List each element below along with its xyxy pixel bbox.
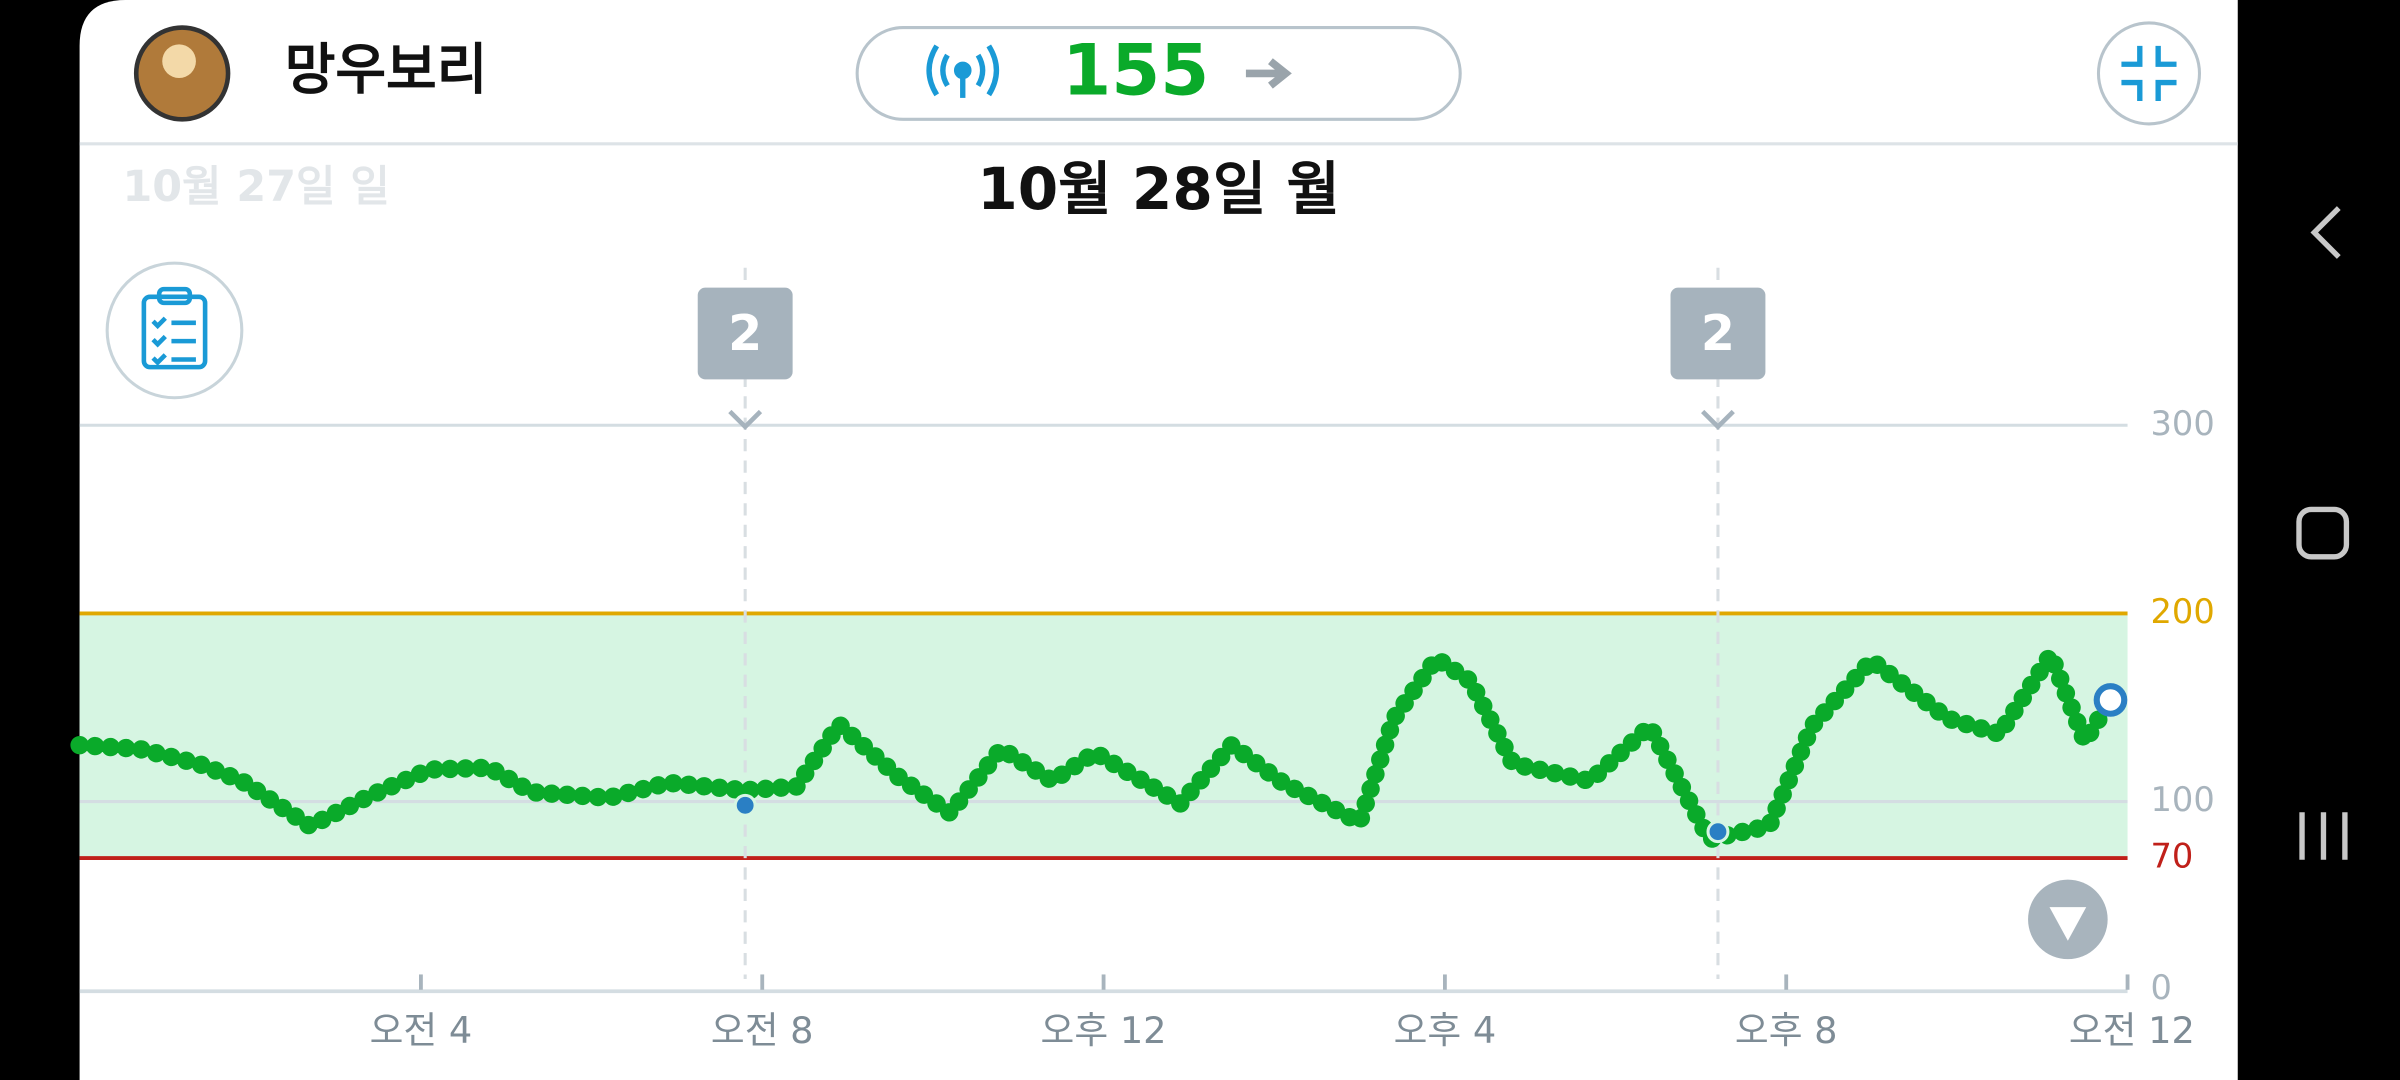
status-pill[interactable] — [855, 26, 1462, 121]
x-tick-label: 오전 4 — [370, 1009, 473, 1052]
nav-recent[interactable] — [2299, 812, 2348, 860]
x-tick-label: 오후 4 — [1394, 1009, 1497, 1052]
x-tick-label: 오전 8 — [711, 1009, 814, 1052]
reading-point — [1706, 820, 1730, 844]
nav-back[interactable] — [2310, 206, 2341, 259]
reading-point — [733, 793, 757, 817]
x-tick-label: 오후 12 — [1041, 1009, 1167, 1052]
event-badge[interactable] — [1670, 287, 1766, 380]
avatar-face — [162, 44, 196, 79]
y-tick-label: 300 — [2151, 404, 2215, 443]
x-tick-label: 오후 8 — [1735, 1009, 1838, 1052]
scroll-down-icon — [2049, 907, 2087, 941]
reading-point — [2093, 683, 2128, 717]
signal-icon — [926, 44, 1000, 98]
collapse-button[interactable] — [2096, 21, 2202, 126]
current-date: 10월 28일 월 — [977, 155, 1340, 223]
event-chevron — [1701, 409, 1735, 431]
x-tick-label: 오전 12 — [2069, 1009, 2195, 1052]
event-badge[interactable] — [697, 287, 793, 380]
y-tick-label: 0 — [2151, 968, 2172, 1007]
user-name: 망우보리 — [285, 38, 488, 102]
y-tick-label: 100 — [2151, 780, 2215, 819]
event-count: 2 — [1701, 305, 1735, 362]
prev-date[interactable]: 10월 27일 일 — [122, 162, 389, 212]
event-count: 2 — [728, 305, 762, 362]
event-chevron — [728, 409, 763, 431]
clipboard-icon — [141, 286, 208, 370]
target-range — [79, 613, 2128, 859]
collapse-icon — [2121, 45, 2177, 101]
current-glucose: 155 — [1062, 29, 1209, 111]
nav-home[interactable] — [2296, 506, 2350, 560]
y-tick-label: 70 — [2151, 837, 2194, 876]
y-tick-label: 200 — [2151, 592, 2215, 631]
trend-arrow — [1245, 58, 1292, 89]
glucose-line — [70, 645, 2120, 849]
log-button[interactable] — [105, 261, 244, 400]
